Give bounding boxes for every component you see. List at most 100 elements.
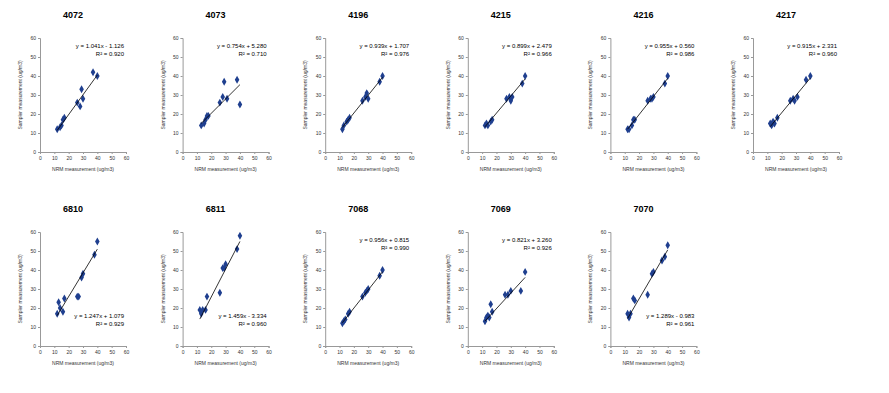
x-tick-label: 40	[95, 349, 101, 355]
annotation: y = 1.041x - 1.126	[76, 43, 125, 49]
x-axis-title: NRM measurement (ug/m3)	[195, 360, 257, 366]
y-tick-label: 30	[601, 286, 607, 292]
y-axis: 0102030405060	[30, 229, 40, 349]
chart-title: 4217	[776, 10, 796, 20]
y-tick: 10	[601, 324, 611, 330]
x-tick: 30	[509, 152, 515, 161]
y-tick-label: 20	[316, 111, 322, 117]
x-tick-label: 10	[480, 349, 486, 355]
y-tick: 30	[601, 286, 611, 292]
y-tick: 30	[743, 92, 753, 98]
y-axis: 0102030405060	[173, 229, 183, 349]
y-tick-label: 60	[316, 229, 322, 235]
x-tick-label: 60	[694, 155, 700, 161]
point	[238, 101, 243, 109]
y-tick: 20	[173, 305, 183, 311]
x-tick-label: 0	[324, 155, 327, 161]
trend-line	[485, 277, 525, 321]
y-axis-title: Sampler measurement (ug/m3)	[587, 254, 593, 324]
x-tick: 30	[651, 152, 657, 161]
x-axis: 0102030405060	[752, 152, 842, 161]
chart-title: 4216	[633, 10, 653, 20]
y-tick-label: 50	[30, 248, 36, 254]
y-tick: 10	[173, 324, 183, 330]
y-tick: 10	[458, 324, 468, 330]
x-tick: 40	[808, 152, 814, 161]
x-tick-label: 40	[523, 349, 529, 355]
x-tick-label: 30	[366, 349, 372, 355]
y-tick: 50	[458, 248, 468, 254]
x-tick: 50	[252, 346, 258, 355]
figure: 407201020304050600102030405060NRM measur…	[0, 0, 889, 393]
x-tick: 10	[480, 346, 486, 355]
x-tick: 30	[509, 346, 515, 355]
y-tick: 50	[173, 248, 183, 254]
annotation: y = 0.955x + 0.560	[645, 43, 695, 49]
annotation: R² = 0.961	[666, 321, 695, 327]
y-tick-mark	[466, 346, 468, 347]
y-tick-label: 30	[743, 92, 749, 98]
y-tick-label: 30	[173, 286, 179, 292]
trend-line	[57, 75, 97, 130]
x-tick: 50	[395, 152, 401, 161]
x-axis: 0102030405060	[324, 152, 414, 161]
y-tick: 20	[316, 305, 326, 311]
trend-line	[57, 249, 97, 315]
x-tick: 20	[352, 346, 358, 355]
y-tick-label: 0	[318, 149, 321, 155]
panel: 407201020304050600102030405060NRM measur…	[17, 10, 129, 172]
annotation: y = 0.899x + 2.479	[502, 43, 552, 49]
y-tick-mark	[608, 308, 610, 309]
x-tick-label: 20	[66, 155, 72, 161]
y-axis: 0102030405060	[173, 35, 183, 155]
plot-area	[483, 268, 528, 325]
y-tick-mark	[323, 57, 325, 58]
y-tick-label: 40	[30, 267, 36, 273]
x-tick: 0	[39, 152, 42, 161]
y-tick-label: 40	[173, 73, 179, 79]
y-tick: 50	[173, 54, 183, 60]
x-tick: 50	[537, 346, 543, 355]
x-tick-label: 0	[182, 155, 185, 161]
y-tick-label: 60	[601, 229, 607, 235]
y-tick: 50	[458, 54, 468, 60]
y-tick-mark	[323, 289, 325, 290]
y-tick: 50	[743, 54, 753, 60]
annotation: R² = 0.929	[96, 321, 125, 327]
y-tick: 40	[30, 73, 40, 79]
point	[222, 78, 227, 86]
y-tick: 30	[458, 286, 468, 292]
y-tick: 40	[601, 73, 611, 79]
x-tick-label: 60	[266, 155, 272, 161]
x-tick-label: 20	[209, 349, 215, 355]
x-tick-label: 30	[651, 155, 657, 161]
x-tick: 30	[366, 152, 372, 161]
point	[79, 85, 84, 93]
x-tick-label: 50	[537, 349, 543, 355]
y-tick: 20	[458, 111, 468, 117]
plot-area	[340, 266, 385, 327]
y-tick-label: 10	[316, 130, 322, 136]
annotation: y = 1.247x + 1.079	[74, 313, 124, 319]
panel: 407301020304050600102030405060NRM measur…	[160, 10, 272, 172]
y-tick: 40	[30, 267, 40, 273]
y-tick-label: 60	[601, 35, 607, 41]
y-tick: 10	[743, 130, 753, 136]
y-tick-label: 40	[30, 73, 36, 79]
y-tick: 10	[316, 324, 326, 330]
x-tick-label: 10	[480, 155, 486, 161]
x-tick-label: 50	[680, 155, 686, 161]
y-tick: 20	[743, 111, 753, 117]
y-tick-mark	[466, 152, 468, 153]
panel: 419601020304050600102030405060NRM measur…	[302, 10, 414, 172]
y-tick-label: 30	[316, 92, 322, 98]
x-tick: 30	[794, 152, 800, 161]
y-axis-title: Sampler measurement (ug/m3)	[302, 254, 308, 324]
chart-title: 7069	[491, 204, 511, 214]
x-axis: 0102030405060	[39, 152, 129, 161]
point	[523, 268, 528, 276]
y-axis: 0102030405060	[30, 35, 40, 155]
y-tick: 0	[318, 149, 325, 155]
y-tick-label: 20	[458, 305, 464, 311]
x-tick-label: 40	[808, 155, 814, 161]
